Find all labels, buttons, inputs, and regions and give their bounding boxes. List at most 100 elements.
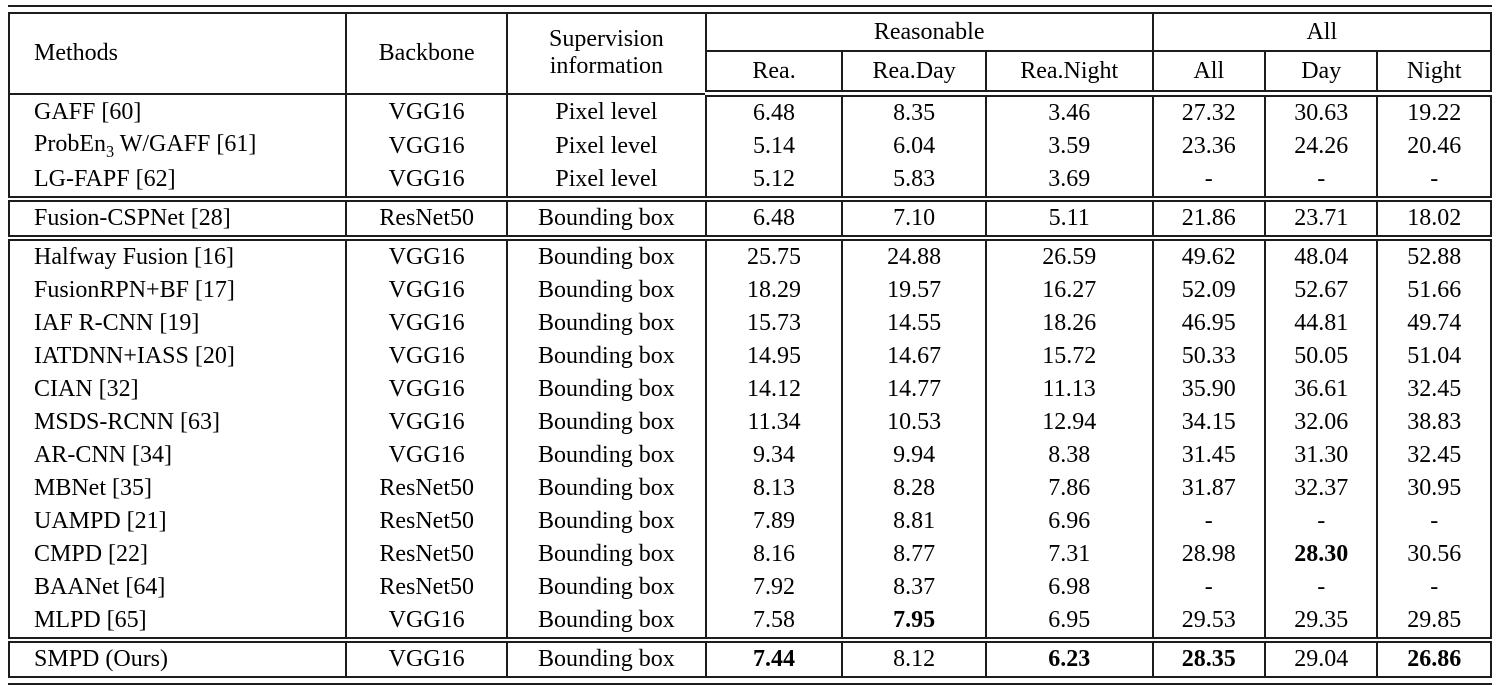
backbone-cell: ResNet50	[345, 196, 508, 238]
results-table-figure: Methods Backbone Supervision information…	[7, 5, 1493, 685]
value-cell: 20.46	[1376, 130, 1492, 163]
value-cell: 32.06	[1263, 406, 1379, 439]
supervision-cell: Bounding box	[505, 505, 707, 538]
value-cell: 7.10	[841, 196, 987, 238]
value-cell: 51.04	[1376, 340, 1492, 373]
table-row: Fusion-CSPNet [28] ResNet50 Bounding box 6.…	[7, 196, 1492, 238]
value-cell: 31.45	[1151, 439, 1267, 472]
value-cell: 8.81	[841, 505, 987, 538]
supervision-cell: Pixel level	[505, 93, 707, 130]
value-cell: 5.12	[704, 163, 844, 199]
value-cell: 38.83	[1376, 406, 1492, 439]
table-row: AR-CNN [34] VGG16 Bounding box 9.34 9.94 8.38…	[7, 439, 1492, 472]
supervision-cell: Bounding box	[505, 274, 707, 307]
value-cell: 48.04	[1263, 235, 1379, 274]
method-cell: IAF R-CNN [19]	[7, 307, 348, 340]
backbone-cell: VGG16	[345, 604, 508, 640]
value-cell: 35.90	[1151, 373, 1267, 406]
supervision-cell: Bounding box	[505, 439, 707, 472]
value-cell: 15.72	[984, 340, 1154, 373]
column-header-rea: Rea.	[704, 51, 844, 97]
value-cell: 44.81	[1263, 307, 1379, 340]
value-cell: 5.83	[841, 163, 987, 199]
value-cell: 27.32	[1151, 93, 1267, 130]
backbone-cell: VGG16	[345, 235, 508, 274]
supervision-cell: Bounding box	[505, 538, 707, 571]
value-cell: 50.05	[1263, 340, 1379, 373]
method-name: MSDS-RCNN [63]	[34, 409, 221, 436]
value-cell: 11.34	[704, 406, 844, 439]
method-subscript: 3	[106, 142, 115, 162]
results-table: Methods Backbone Supervision information…	[7, 12, 1493, 678]
value-cell: 3.69	[984, 163, 1154, 199]
method-cell: MSDS-RCNN [63]	[7, 406, 348, 439]
method-name: W/GAFF [61]	[114, 131, 257, 158]
backbone-cell: VGG16	[345, 130, 508, 163]
value-cell: 6.48	[704, 93, 844, 130]
supervision-cell: Bounding box	[505, 472, 707, 505]
value-cell: 30.63	[1263, 93, 1379, 130]
value-cell: 7.92	[704, 571, 844, 604]
column-group-reasonable: Reasonable	[704, 13, 1154, 52]
value-cell: 29.04	[1263, 637, 1379, 677]
value-cell: 21.86	[1151, 196, 1267, 238]
column-header-day: Day	[1263, 51, 1379, 97]
value-cell: 32.37	[1263, 472, 1379, 505]
supervision-cell: Bounding box	[505, 235, 707, 274]
value-cell: 16.27	[984, 274, 1154, 307]
table-row: MSDS-RCNN [63] VGG16 Bounding box 11.34 10.5…	[7, 406, 1492, 439]
value-cell: 32.45	[1376, 439, 1492, 472]
table-row: GAFF [60] VGG16 Pixel level 6.48 8.35 3.46 27.…	[7, 93, 1492, 130]
table-row: BAANet [64] ResNet50 Bounding box 7.92 8.37 6…	[7, 571, 1492, 604]
method-name: SMPD (Ours)	[34, 646, 169, 673]
value-cell: 8.77	[841, 538, 987, 571]
value-cell: 24.26	[1263, 130, 1379, 163]
value-cell: 50.33	[1151, 340, 1267, 373]
method-cell: SMPD (Ours)	[7, 637, 348, 677]
method-name: IATDNN+IASS [20]	[34, 343, 235, 370]
backbone-cell: ResNet50	[345, 538, 508, 571]
value-cell: -	[1376, 505, 1492, 538]
table-row: FusionRPN+BF [17] VGG16 Bounding box 18.29 1…	[7, 274, 1492, 307]
column-header-rea-night: Rea.Night	[984, 51, 1154, 97]
value-cell: 52.67	[1263, 274, 1379, 307]
supervision-cell: Bounding box	[505, 340, 707, 373]
value-cell: 10.53	[841, 406, 987, 439]
table-row: UAMPD [21] ResNet50 Bounding box 7.89 8.81 6.…	[7, 505, 1492, 538]
table-row: ProbEn3 W/GAFF [61] VGG16 Pixel level 5.14 6…	[7, 130, 1492, 163]
value-cell: 7.44	[704, 637, 844, 677]
value-cell: 6.04	[841, 130, 987, 163]
value-cell: 6.98	[984, 571, 1154, 604]
value-cell: 6.95	[984, 604, 1154, 640]
value-cell: 29.85	[1376, 604, 1492, 640]
value-cell: 6.96	[984, 505, 1154, 538]
value-cell: 25.75	[704, 235, 844, 274]
value-cell: 51.66	[1376, 274, 1492, 307]
value-cell: 6.23	[984, 637, 1154, 677]
backbone-cell: VGG16	[345, 93, 508, 130]
value-cell: -	[1151, 505, 1267, 538]
header-row-groups: Methods Backbone Supervision information…	[7, 13, 1493, 95]
value-cell: 52.09	[1151, 274, 1267, 307]
backbone-cell: ResNet50	[345, 505, 508, 538]
value-cell: 18.02	[1376, 196, 1492, 238]
method-cell: Fusion-CSPNet [28]	[7, 196, 348, 238]
value-cell: 26.59	[984, 235, 1154, 274]
method-cell: MLPD [65]	[7, 604, 348, 640]
value-cell: 46.95	[1151, 307, 1267, 340]
value-cell: -	[1263, 163, 1379, 199]
value-cell: 23.36	[1151, 130, 1267, 163]
header-row-subcolumns: Rea. Rea.Day Rea.Night All Day Night	[9, 51, 1492, 97]
value-cell: 29.35	[1263, 604, 1379, 640]
method-name: LG-FAPF [62]	[34, 166, 176, 193]
method-name: Halfway Fusion [16]	[34, 244, 234, 271]
supervision-cell: Bounding box	[505, 637, 707, 677]
value-cell: 30.95	[1376, 472, 1492, 505]
supervision-cell: Bounding box	[505, 406, 707, 439]
backbone-cell: VGG16	[345, 637, 508, 677]
column-header-all: All	[1151, 51, 1267, 97]
value-cell: 8.13	[704, 472, 844, 505]
value-cell: 7.58	[704, 604, 844, 640]
method-name: FusionRPN+BF [17]	[34, 277, 235, 304]
table-row: IAF R-CNN [19] VGG16 Bounding box 15.73 14.5…	[7, 307, 1492, 340]
